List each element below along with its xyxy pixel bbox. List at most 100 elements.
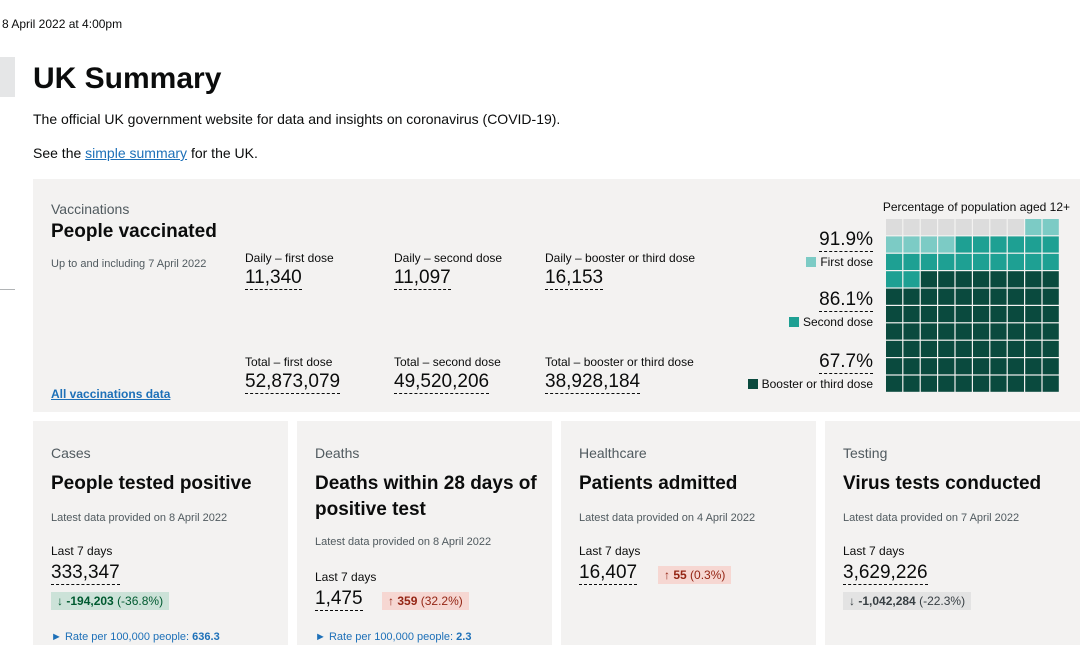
waffle-cell xyxy=(938,340,955,357)
percentage-value[interactable]: 86.1% xyxy=(819,289,873,312)
metric-value[interactable]: 16,153 xyxy=(545,267,604,290)
card-period: Last 7 days xyxy=(51,544,113,558)
card-period: Last 7 days xyxy=(315,570,377,584)
metric-value[interactable]: 11,097 xyxy=(394,267,451,290)
waffle-cell xyxy=(1042,236,1059,253)
side-nav-divider xyxy=(0,289,15,290)
waffle-cell xyxy=(990,271,1007,288)
waffle-cell xyxy=(973,236,990,253)
waffle-cell xyxy=(990,323,1007,340)
waffle-cell xyxy=(1042,253,1059,270)
metric-label: Total – second dose xyxy=(394,355,501,369)
arrow-up-icon: ↑ xyxy=(388,594,394,608)
waffle-cell xyxy=(920,236,937,253)
card-period: Last 7 days xyxy=(579,544,641,558)
waffle-cell xyxy=(886,323,903,340)
card-category: Cases xyxy=(51,445,91,461)
waffle-cell xyxy=(973,358,990,375)
rate-toggle[interactable]: ► Rate per 100,000 people: 2.3 xyxy=(315,631,471,643)
waffle-cell xyxy=(938,358,955,375)
change-badge: ↓ -194,203 (-36.8%) xyxy=(51,592,170,610)
testing-card: Testing Virus tests conducted Latest dat… xyxy=(825,421,1080,645)
waffle-cell xyxy=(1025,358,1042,375)
waffle-cell xyxy=(1007,288,1024,305)
daily-first-dose: Daily – first dose 11,340 xyxy=(245,251,334,290)
waffle-cell xyxy=(1042,288,1059,305)
card-value[interactable]: 333,347 xyxy=(51,562,120,585)
legend-entry: Second dose xyxy=(788,315,873,329)
total-booster-dose: Total – booster or third dose 38,928,184 xyxy=(545,355,694,394)
change-value: -194,203 xyxy=(66,594,114,608)
waffle-cell xyxy=(886,236,903,253)
healthcare-card: Healthcare Patients admitted Latest data… xyxy=(561,421,816,645)
waffle-cell xyxy=(938,375,955,392)
change-value: 359 xyxy=(397,594,418,608)
card-heading: Virus tests conducted xyxy=(843,473,1042,494)
waffle-cell xyxy=(886,358,903,375)
change-badge: ↑ 359 (32.2%) xyxy=(382,592,469,610)
waffle-cell xyxy=(1007,340,1024,357)
vaccinations-category: Vaccinations xyxy=(51,201,130,217)
waffle-chart xyxy=(886,219,1059,392)
change-percent: (-36.8%) xyxy=(117,594,164,608)
waffle-cell xyxy=(1025,253,1042,270)
change-badge: ↑ 55 (0.3%) xyxy=(658,566,732,584)
waffle-cell xyxy=(938,271,955,288)
metric-value[interactable]: 49,520,206 xyxy=(394,371,490,394)
waffle-cell xyxy=(1007,236,1024,253)
waffle-cell xyxy=(1007,306,1024,323)
percentage-value[interactable]: 67.7% xyxy=(819,351,873,374)
waffle-cell xyxy=(1042,375,1059,392)
change-value: -1,042,284 xyxy=(858,594,916,608)
simple-summary-link[interactable]: simple summary xyxy=(85,145,188,161)
metric-label: Total – first dose xyxy=(245,355,333,369)
waffle-cell xyxy=(955,340,972,357)
waffle-cell xyxy=(920,288,937,305)
waffle-cell xyxy=(973,340,990,357)
waffle-cell xyxy=(903,323,920,340)
metric-value[interactable]: 52,873,079 xyxy=(245,371,341,394)
waffle-cell xyxy=(886,253,903,270)
waffle-cell xyxy=(920,358,937,375)
arrow-down-icon: ↓ xyxy=(849,594,855,608)
card-value[interactable]: 16,407 xyxy=(579,562,638,585)
daily-booster-dose: Daily – booster or third dose 16,153 xyxy=(545,251,695,290)
waffle-cell xyxy=(903,306,920,323)
metric-label: Daily – second dose xyxy=(394,251,503,265)
card-heading: Deaths within 28 days of positive test xyxy=(315,473,537,520)
percentage-value[interactable]: 91.9% xyxy=(819,229,873,252)
waffle-cell xyxy=(973,219,990,236)
waffle-cell xyxy=(955,288,972,305)
rate-value: 2.3 xyxy=(456,631,472,643)
card-value[interactable]: 1,475 xyxy=(315,588,363,611)
rate-toggle[interactable]: ► Rate per 100,000 people: 636.3 xyxy=(51,631,220,643)
legend-label: First dose xyxy=(820,255,873,269)
metric-label: Daily – first dose xyxy=(245,251,334,265)
waffle-cell xyxy=(990,375,1007,392)
waffle-cell xyxy=(1007,358,1024,375)
legend-label: Booster or third dose xyxy=(761,377,873,391)
waffle-cell xyxy=(955,236,972,253)
waffle-cell xyxy=(1007,271,1024,288)
change-badge: ↓ -1,042,284 (-22.3%) xyxy=(843,592,972,610)
waffle-cell xyxy=(903,375,920,392)
waffle-cell xyxy=(955,375,972,392)
legend-entry: First dose xyxy=(806,255,873,269)
change-percent: (32.2%) xyxy=(420,594,463,608)
waffle-cell xyxy=(1025,219,1042,236)
waffle-cell xyxy=(990,358,1007,375)
legend-swatch xyxy=(806,257,817,267)
waffle-cell xyxy=(990,288,1007,305)
all-vaccinations-link[interactable]: All vaccinations data xyxy=(51,387,171,401)
legend-label: Second dose xyxy=(802,315,873,329)
metric-value[interactable]: 38,928,184 xyxy=(545,371,641,394)
waffle-cell xyxy=(920,340,937,357)
card-value[interactable]: 3,629,226 xyxy=(843,562,928,585)
metric-label: Total – booster or third dose xyxy=(545,355,694,369)
metric-value[interactable]: 11,340 xyxy=(245,267,302,290)
legend-swatch xyxy=(788,317,799,327)
waffle-chart-title: Percentage of population aged 12+ xyxy=(882,200,1070,214)
card-category: Deaths xyxy=(315,445,360,461)
waffle-cell xyxy=(973,323,990,340)
waffle-cell xyxy=(938,253,955,270)
